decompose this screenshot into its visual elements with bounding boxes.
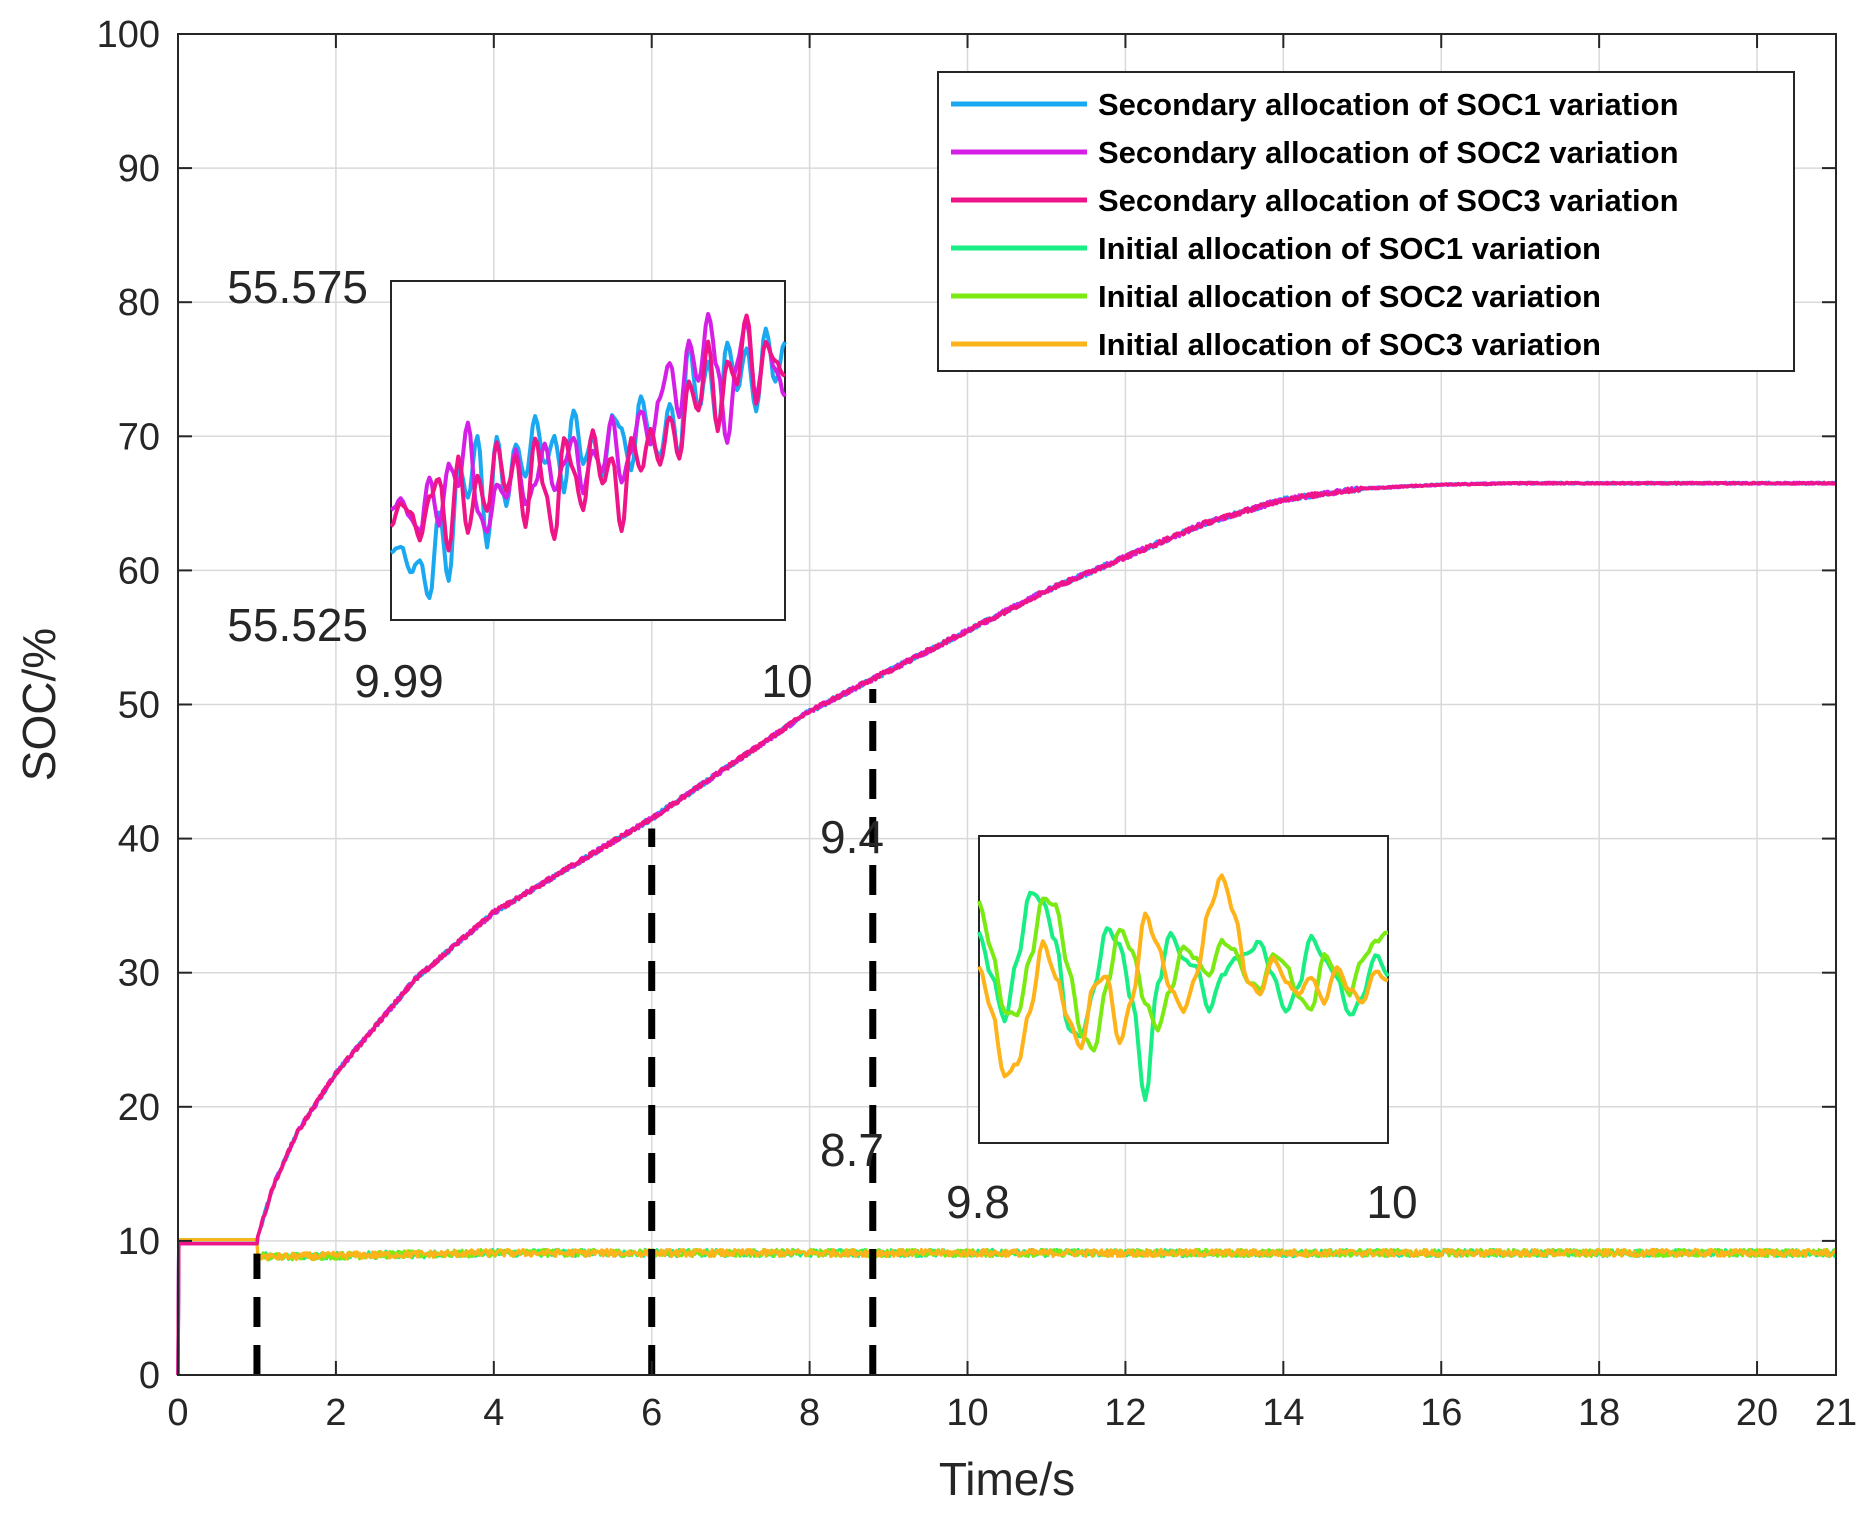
y-tick-label: 10 [118,1221,160,1263]
inset-x-min-label: 9.8 [946,1176,1010,1228]
legend-item: Initial allocation of SOC1 variation [951,231,1601,266]
inset-y-min-label: 8.7 [820,1124,884,1176]
x-axis-title: Time/s [939,1453,1075,1505]
y-tick-label: 70 [118,416,160,458]
legend-label: Initial allocation of SOC1 variation [1098,231,1601,266]
y-tick-label: 60 [118,550,160,592]
inset-x-max-label: 10 [761,655,812,707]
legend-box [937,71,1795,372]
inset-x-max-label: 10 [1366,1176,1417,1228]
inset-y-max-label: 55.575 [227,261,368,313]
y-axis-title: SOC/% [13,628,65,781]
dashed-markers [253,689,877,1375]
x-tick-label: 0 [167,1392,188,1434]
y-tick-label: 80 [118,282,160,324]
inset-series-line-3 [977,873,1389,1079]
series-line-initial-3 [176,1238,1838,1376]
inset-y-max-label: 9.4 [820,811,884,863]
x-tick-label: 12 [1104,1392,1146,1434]
x-tick-label: 2 [325,1392,346,1434]
legend-label: Initial allocation of SOC3 variation [1098,327,1601,362]
legend-item: Secondary allocation of SOC1 variation [951,87,1679,122]
y-tick-label: 40 [118,819,160,861]
legend-label: Secondary allocation of SOC3 variation [1098,183,1679,218]
x-tick-label: 8 [799,1392,820,1434]
y-tick-label: 50 [118,685,160,727]
legend-label: Initial allocation of SOC2 variation [1098,279,1601,314]
y-tick-label: 30 [118,953,160,995]
x-tick-label: 4 [483,1392,504,1434]
x-tick-label: 16 [1420,1392,1462,1434]
plot-lines [176,480,1838,1376]
legend-item: Initial allocation of SOC2 variation [951,279,1601,314]
x-tick-label: 6 [641,1392,662,1434]
axis-ticks: 0 2 4 6 8 10 12 14 16 18 20 21 0 10 20 30 40 50 60 70 80 90 10… [97,14,1858,1434]
y-tick-label: 0 [139,1355,160,1397]
legend-label: Secondary allocation of SOC2 variation [1098,135,1679,170]
inset-box [978,835,1389,1144]
x-tick-label: 18 [1578,1392,1620,1434]
inset-initial-zoom: 9.4 8.7 9.8 10 [820,811,1418,1228]
series-line-secondary-3 [176,480,1837,1376]
inset-series-line-1 [977,890,1390,1102]
y-tick-label: 20 [118,1087,160,1129]
legend-item: Secondary allocation of SOC2 variation [951,135,1679,170]
x-tick-label: 14 [1262,1392,1304,1434]
legend-item: Secondary allocation of SOC3 variation [951,183,1679,218]
x-tick-label: 10 [946,1392,988,1434]
legend-label: Secondary allocation of SOC1 variation [1098,87,1679,122]
inset-y-min-label: 55.525 [227,599,368,651]
inset-series-line-2 [977,896,1389,1053]
inset-x-min-label: 9.99 [354,655,444,707]
x-tick-label: 20 [1736,1392,1778,1434]
y-tick-label: 100 [97,14,160,56]
y-tick-label: 90 [118,148,160,190]
legend-item: Initial allocation of SOC3 variation [951,327,1601,362]
inset-series-line-3 [389,313,787,553]
legend: Secondary allocation of SOC1 variation Se… [937,71,1795,372]
x-tick-label: 21 [1815,1392,1857,1434]
